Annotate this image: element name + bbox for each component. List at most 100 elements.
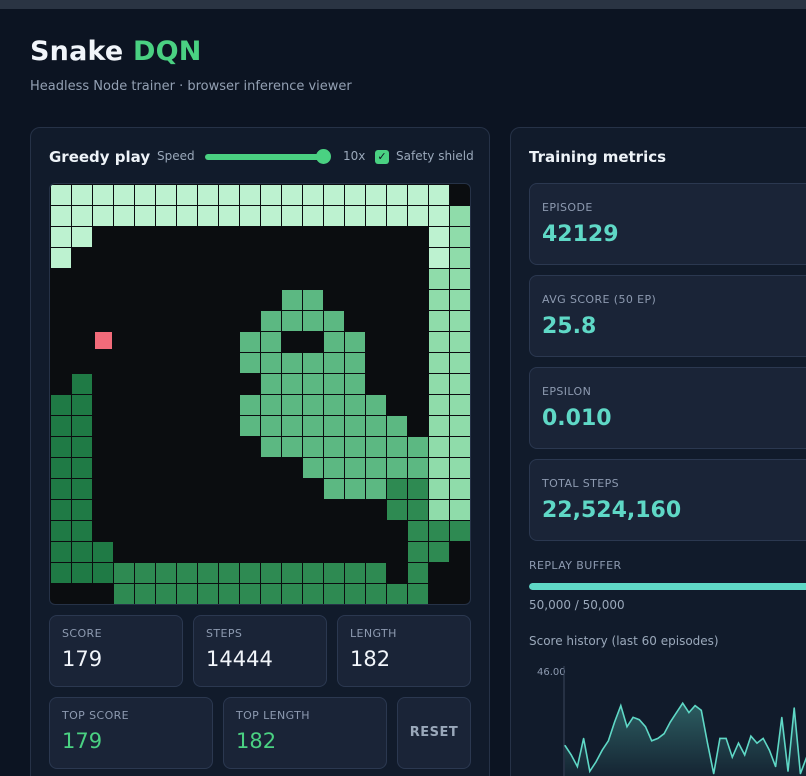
snake-segment bbox=[450, 353, 470, 373]
snake-segment bbox=[429, 206, 449, 226]
snake-segment bbox=[366, 185, 386, 205]
snake-segment bbox=[261, 584, 281, 604]
metric-value: 0.010 bbox=[542, 406, 612, 431]
snake-segment bbox=[429, 395, 449, 415]
snake-segment bbox=[303, 185, 323, 205]
snake-segment bbox=[345, 206, 365, 226]
metric-label: TOTAL STEPS bbox=[542, 477, 620, 490]
snake-segment bbox=[51, 542, 71, 562]
snake-segment bbox=[135, 185, 155, 205]
score-history-point bbox=[737, 742, 740, 744]
page-title-accent: DQN bbox=[133, 36, 202, 67]
snake-segment bbox=[324, 374, 344, 394]
snake-segment bbox=[303, 290, 323, 310]
snake-segment bbox=[156, 185, 176, 205]
snake-segment bbox=[408, 458, 428, 478]
snake-segment bbox=[366, 479, 386, 499]
snake-segment bbox=[135, 584, 155, 604]
reset-button[interactable]: RESET bbox=[397, 697, 471, 769]
snake-segment bbox=[324, 311, 344, 331]
snake-segment bbox=[51, 416, 71, 436]
snake-segment bbox=[345, 458, 365, 478]
snake-segment bbox=[156, 563, 176, 583]
speed-slider-thumb[interactable] bbox=[316, 149, 331, 164]
top-length-value: 182 bbox=[236, 729, 277, 753]
metric-label: EPSILON bbox=[542, 385, 592, 398]
score-value: 179 bbox=[62, 647, 103, 671]
snake-segment bbox=[114, 584, 134, 604]
snake-segment bbox=[366, 416, 386, 436]
score-history-area bbox=[565, 703, 806, 776]
length-card: LENGTH 182 bbox=[337, 615, 471, 687]
snake-segment bbox=[177, 563, 197, 583]
score-history-point bbox=[756, 742, 758, 744]
snake-segment bbox=[261, 395, 281, 415]
snake-segment bbox=[135, 563, 155, 583]
score-history-point bbox=[564, 744, 566, 747]
safety-shield-checkbox[interactable]: ✓ bbox=[375, 150, 389, 164]
greedy-play-title: Greedy play bbox=[49, 148, 151, 166]
snake-segment bbox=[177, 206, 197, 226]
snake-segment bbox=[324, 353, 344, 373]
snake-segment bbox=[51, 500, 71, 520]
chart-series-layer bbox=[564, 701, 806, 776]
score-history-point bbox=[700, 709, 702, 711]
snake-segment bbox=[345, 395, 365, 415]
snake-segment bbox=[51, 227, 71, 247]
speed-label: Speed bbox=[157, 149, 195, 163]
snake-segment bbox=[240, 185, 260, 205]
score-history-point bbox=[626, 726, 628, 728]
speed-slider[interactable] bbox=[205, 154, 325, 160]
snake-segment bbox=[198, 206, 218, 226]
snake-segment bbox=[387, 437, 407, 457]
snake-segment bbox=[324, 584, 344, 604]
snake-segment bbox=[198, 185, 218, 205]
top-length-card: TOP LENGTH 182 bbox=[223, 697, 387, 769]
snake-segment bbox=[429, 332, 449, 352]
training-metrics-title: Training metrics bbox=[529, 148, 667, 166]
snake-segment bbox=[450, 521, 470, 541]
snake-segment bbox=[72, 458, 92, 478]
snake-segment bbox=[282, 185, 302, 205]
page-title: Snake DQN bbox=[30, 36, 202, 67]
snake-segment bbox=[303, 374, 323, 394]
snake-segment bbox=[450, 500, 470, 520]
snake-segment bbox=[408, 206, 428, 226]
snake-segment bbox=[408, 185, 428, 205]
snake-segment bbox=[219, 185, 239, 205]
snake-segment bbox=[51, 395, 71, 415]
score-history-point bbox=[614, 721, 616, 723]
snake-segment bbox=[51, 521, 71, 541]
snake-segment bbox=[450, 248, 470, 268]
score-history-point bbox=[638, 719, 640, 721]
snake-segment bbox=[72, 206, 92, 226]
safety-shield-label[interactable]: Safety shield bbox=[396, 149, 474, 163]
snake-segment bbox=[324, 206, 344, 226]
score-history-label: Score history (last 60 episodes) bbox=[529, 634, 719, 648]
score-history-point bbox=[787, 770, 789, 772]
snake-segment bbox=[303, 437, 323, 457]
score-history-point bbox=[713, 773, 715, 775]
snake-segment bbox=[387, 416, 407, 436]
score-history-point bbox=[725, 737, 727, 739]
snake-segment bbox=[198, 563, 218, 583]
snake-segment bbox=[450, 227, 470, 247]
steps-value: 14444 bbox=[206, 647, 273, 671]
snake-segment bbox=[450, 479, 470, 499]
snake-segment bbox=[324, 437, 344, 457]
score-history-point bbox=[768, 749, 770, 751]
score-history-point bbox=[657, 737, 659, 739]
snake-segment bbox=[450, 269, 470, 289]
top-score-value: 179 bbox=[62, 729, 103, 753]
snake-segment bbox=[345, 374, 365, 394]
snake-segment bbox=[261, 374, 281, 394]
snake-segment bbox=[303, 584, 323, 604]
score-history-point bbox=[694, 705, 696, 707]
snake-segment bbox=[387, 584, 407, 604]
snake-segment bbox=[240, 353, 260, 373]
snake-segment bbox=[408, 500, 428, 520]
snake-segment bbox=[156, 584, 176, 604]
game-board bbox=[49, 183, 471, 605]
score-history-point bbox=[601, 749, 603, 751]
snake-segment bbox=[93, 206, 113, 226]
